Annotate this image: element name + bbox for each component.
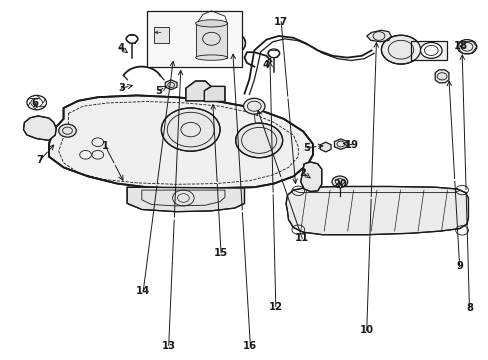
Text: 18: 18 xyxy=(453,41,467,51)
Text: 5: 5 xyxy=(155,86,162,96)
Ellipse shape xyxy=(195,20,227,27)
Polygon shape xyxy=(165,80,177,90)
Polygon shape xyxy=(23,116,56,140)
Text: 9: 9 xyxy=(455,261,462,271)
Circle shape xyxy=(214,32,245,55)
Text: 20: 20 xyxy=(332,179,346,189)
Text: 11: 11 xyxy=(294,233,309,243)
Circle shape xyxy=(243,98,264,114)
Bar xyxy=(146,11,242,67)
Bar xyxy=(410,41,447,60)
Circle shape xyxy=(456,40,476,54)
Text: 2: 2 xyxy=(299,168,306,178)
Text: 16: 16 xyxy=(243,341,257,351)
Text: 3: 3 xyxy=(118,83,124,93)
Text: 17: 17 xyxy=(274,17,287,27)
Polygon shape xyxy=(127,187,244,212)
Circle shape xyxy=(420,42,441,58)
Text: 15: 15 xyxy=(214,248,227,258)
Polygon shape xyxy=(195,23,227,58)
Text: 4: 4 xyxy=(263,60,269,70)
Ellipse shape xyxy=(195,55,227,60)
Polygon shape xyxy=(334,139,346,149)
Circle shape xyxy=(161,108,220,151)
Text: 5: 5 xyxy=(303,143,310,153)
Polygon shape xyxy=(434,70,448,83)
Text: 14: 14 xyxy=(136,286,150,296)
Circle shape xyxy=(381,35,420,64)
Polygon shape xyxy=(185,81,212,101)
Text: 10: 10 xyxy=(359,325,373,336)
Circle shape xyxy=(59,124,76,137)
Polygon shape xyxy=(300,162,321,192)
Text: 7: 7 xyxy=(37,155,43,165)
Polygon shape xyxy=(49,95,312,189)
Circle shape xyxy=(27,95,46,110)
Text: 4: 4 xyxy=(117,42,124,53)
Text: 6: 6 xyxy=(32,98,39,108)
Polygon shape xyxy=(366,30,390,42)
Text: 12: 12 xyxy=(268,302,282,312)
Text: 8: 8 xyxy=(465,303,472,313)
Text: 13: 13 xyxy=(162,341,175,351)
Circle shape xyxy=(331,176,347,188)
Circle shape xyxy=(267,49,279,58)
Text: 19: 19 xyxy=(345,140,358,150)
Polygon shape xyxy=(204,86,224,102)
Polygon shape xyxy=(154,27,168,43)
Circle shape xyxy=(126,35,138,43)
Polygon shape xyxy=(285,186,468,235)
Polygon shape xyxy=(320,142,330,152)
Circle shape xyxy=(235,123,282,158)
Text: 1: 1 xyxy=(102,141,108,151)
